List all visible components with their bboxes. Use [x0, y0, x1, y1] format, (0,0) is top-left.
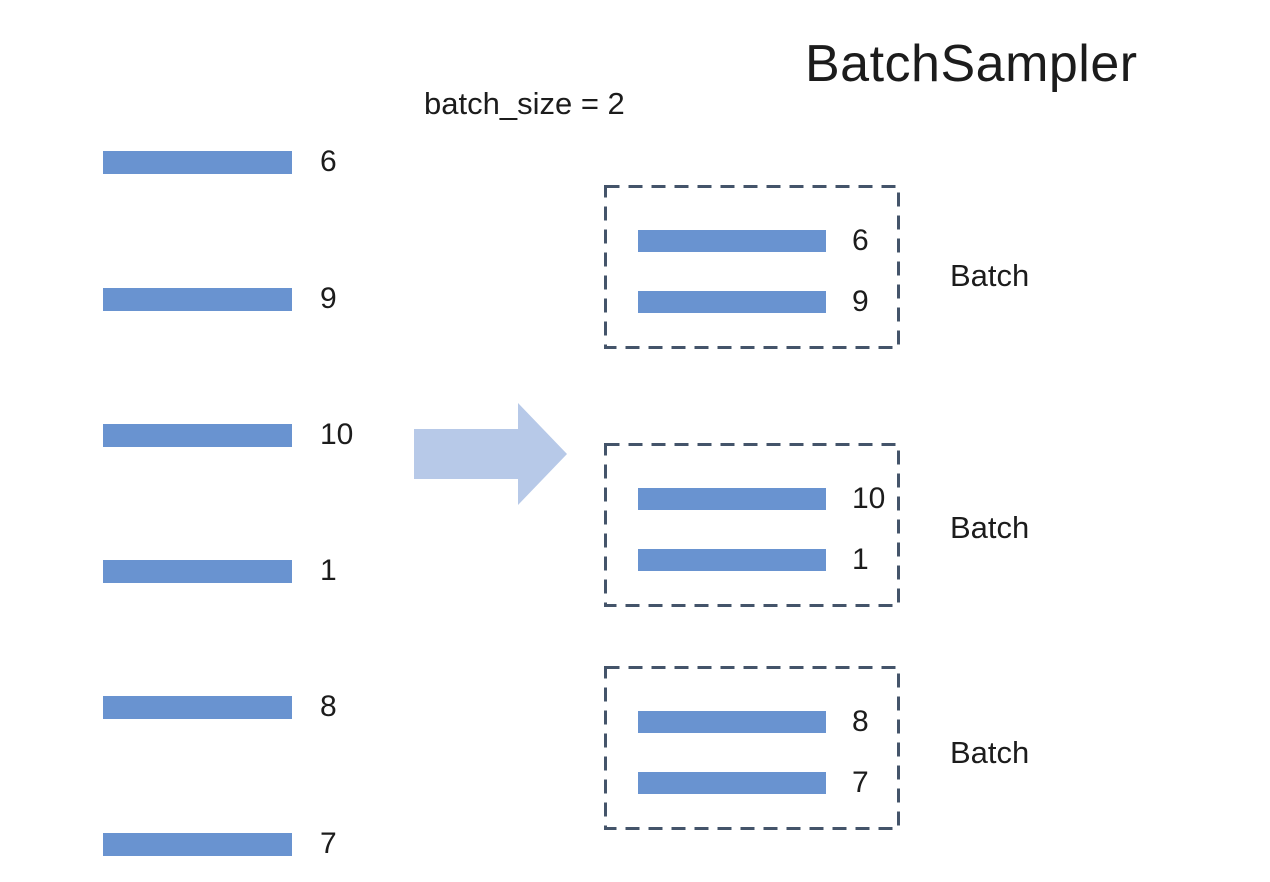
batch-box: 10 1	[604, 443, 900, 607]
batch-bar	[638, 549, 826, 571]
batch-bar-label: 7	[852, 766, 869, 799]
sample-row: 6	[103, 147, 337, 177]
batch-box: 8 7	[604, 666, 900, 830]
sample-label: 10	[320, 418, 354, 451]
sample-row: 9	[103, 284, 337, 314]
sample-row: 7	[103, 829, 337, 859]
sample-label: 1	[320, 554, 337, 587]
page-title: BatchSampler	[805, 35, 1138, 93]
sample-bar	[103, 832, 292, 856]
batch-bar-label: 9	[852, 285, 869, 318]
batch-label: Batch	[950, 735, 1030, 770]
parameter-label: batch_size = 2	[424, 86, 625, 121]
batch-bar	[638, 772, 826, 794]
sample-bar	[103, 695, 292, 719]
right-arrow-icon	[414, 403, 567, 505]
sample-bar	[103, 559, 292, 583]
batch-bar-label: 6	[852, 224, 869, 257]
batch-bar-row: 1	[638, 545, 869, 575]
dashed-border	[604, 443, 900, 607]
sample-row: 1	[103, 556, 337, 586]
batch-box: 6 9	[604, 185, 900, 349]
sample-bar	[103, 287, 292, 311]
batch-bar-row: 7	[638, 768, 869, 798]
batch-bar-label: 8	[852, 705, 869, 738]
sample-row: 8	[103, 692, 337, 722]
batch-bar-row: 8	[638, 707, 869, 737]
batch-label: Batch	[950, 258, 1030, 293]
dashed-border	[604, 185, 900, 349]
sample-label: 9	[320, 282, 337, 315]
sample-label: 8	[320, 690, 337, 723]
batch-bar	[638, 291, 826, 313]
batch-bar-label: 10	[852, 482, 886, 515]
batch-bar-row: 6	[638, 226, 869, 256]
dashed-border	[604, 666, 900, 830]
batch-bar	[638, 488, 826, 510]
sample-row: 10	[103, 420, 353, 450]
sample-label: 6	[320, 145, 337, 178]
sample-bar	[103, 150, 292, 174]
batch-bar	[638, 711, 826, 733]
batch-label: Batch	[950, 510, 1030, 545]
sample-bar	[103, 423, 292, 447]
batch-bar	[638, 230, 826, 252]
batch-bar-row: 9	[638, 287, 869, 317]
batch-bar-label: 1	[852, 543, 869, 576]
sample-label: 7	[320, 827, 337, 860]
batch-bar-row: 10	[638, 484, 885, 514]
